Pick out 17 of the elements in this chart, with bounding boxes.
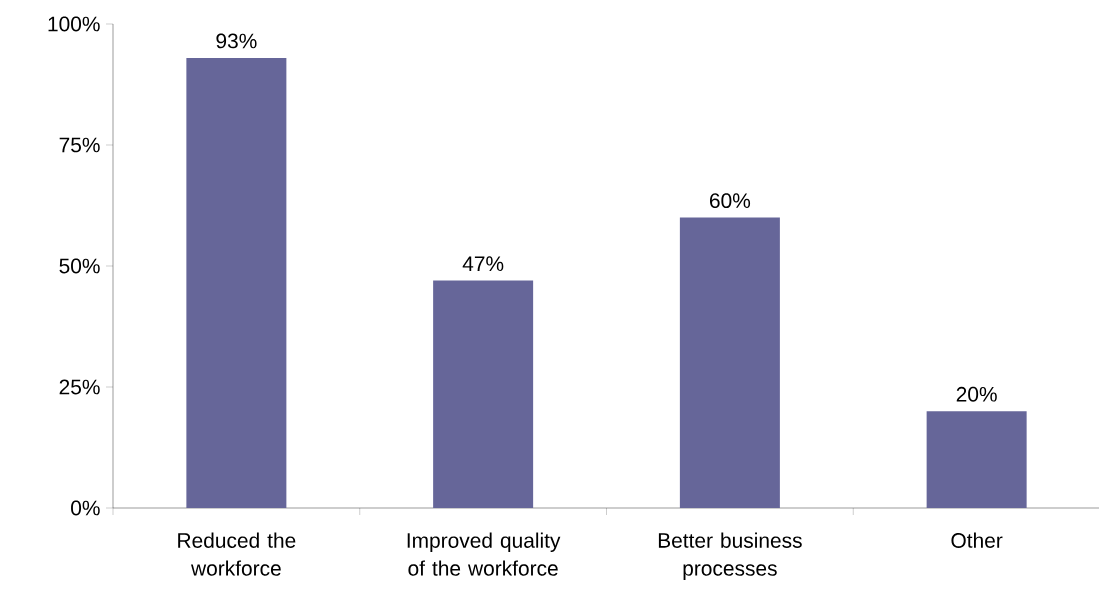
- x-tick-label: Other: [951, 532, 1003, 548]
- x-tick-label: Better business processes: [658, 532, 802, 580]
- y-tick-label: 25%: [59, 379, 100, 395]
- bar: [433, 280, 534, 508]
- data-label: 93%: [216, 33, 257, 49]
- x-tick-label: Improved quality of the workforce: [407, 532, 561, 576]
- data-label: 47%: [462, 256, 504, 271]
- x-tick-label: Reduced the workforce: [178, 532, 296, 576]
- data-label: 60%: [710, 193, 751, 209]
- bar: [926, 411, 1027, 508]
- y-tick-label: 75%: [59, 137, 100, 153]
- y-tick-label: 0%: [71, 500, 100, 516]
- bar: [186, 57, 287, 508]
- data-label: 20%: [956, 386, 997, 402]
- y-tick-label: 100%: [48, 16, 100, 32]
- y-tick-label: 50%: [59, 258, 100, 274]
- bar: [679, 217, 780, 508]
